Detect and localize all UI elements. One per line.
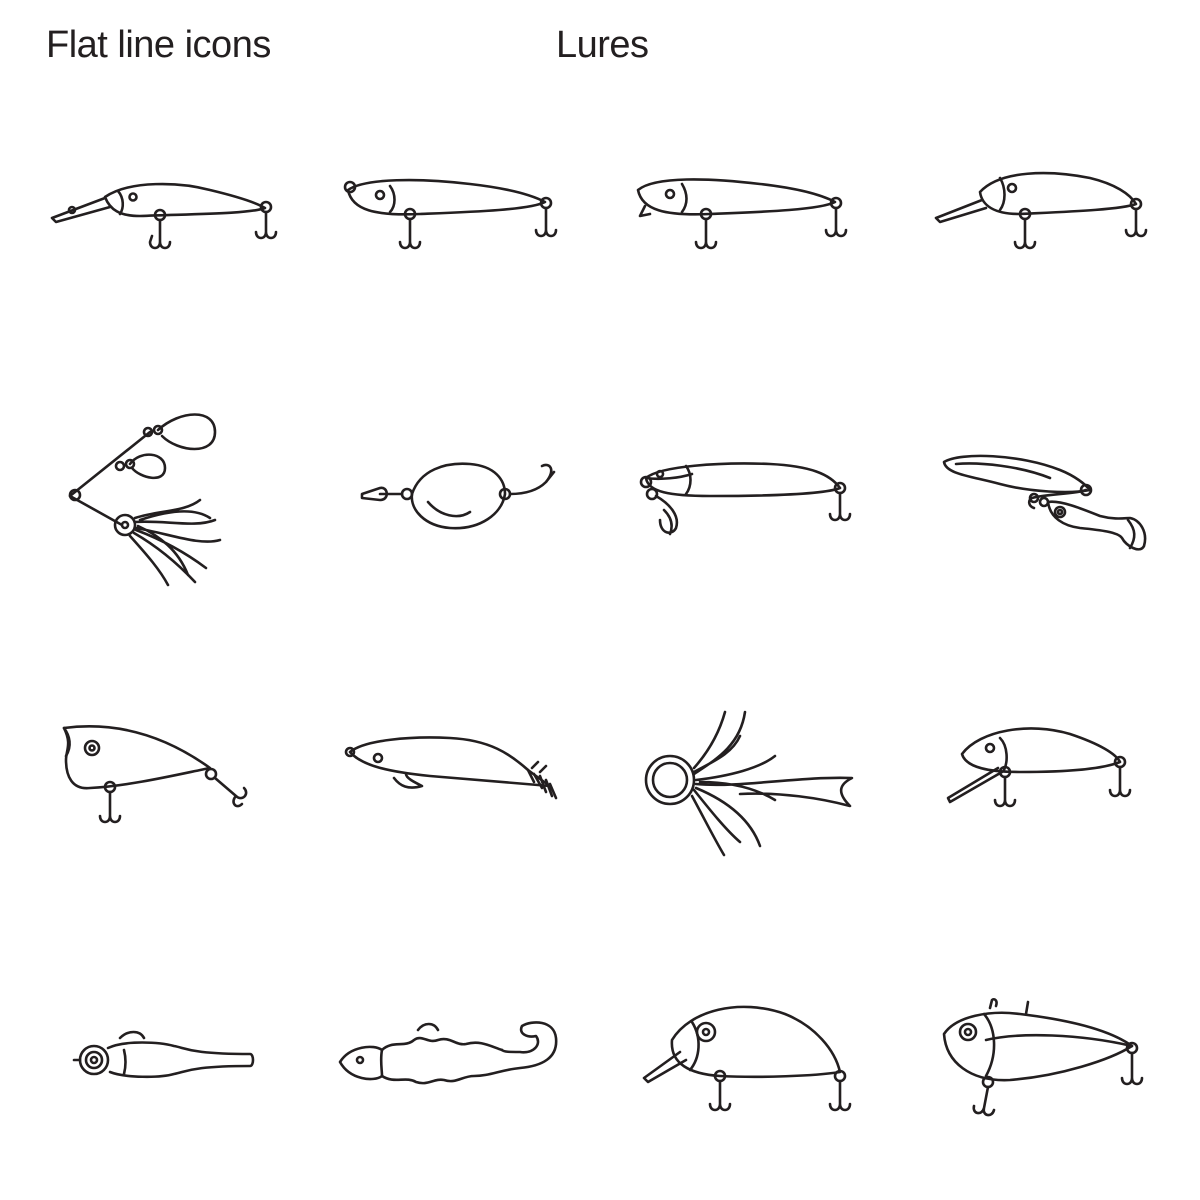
deep-diver-crankbait-icon [10, 90, 310, 350]
jighead-soft-bait-icon [10, 930, 310, 1190]
spoon-lure-icon [310, 370, 610, 630]
stickbait-lure-icon [600, 370, 900, 630]
page-title-center: Lures [556, 24, 649, 66]
popper-lure-icon [10, 650, 310, 910]
tandem-swimbait-icon [900, 370, 1200, 630]
curly-tail-grub-icon [310, 930, 610, 1190]
lipless-vibration-lure-icon [900, 930, 1200, 1190]
skirted-trolling-lure-icon [600, 650, 900, 910]
squid-jig-icon [310, 650, 610, 910]
page-title-left: Flat line icons [46, 24, 271, 66]
fat-crankbait-icon [600, 930, 900, 1190]
long-bill-minnow-icon [900, 90, 1200, 350]
minnow-jerkbait-icon [310, 90, 610, 350]
shallow-diver-crankbait-icon [900, 650, 1200, 910]
minnow-lure-icon [600, 90, 900, 350]
spinnerbait-icon [10, 370, 310, 630]
